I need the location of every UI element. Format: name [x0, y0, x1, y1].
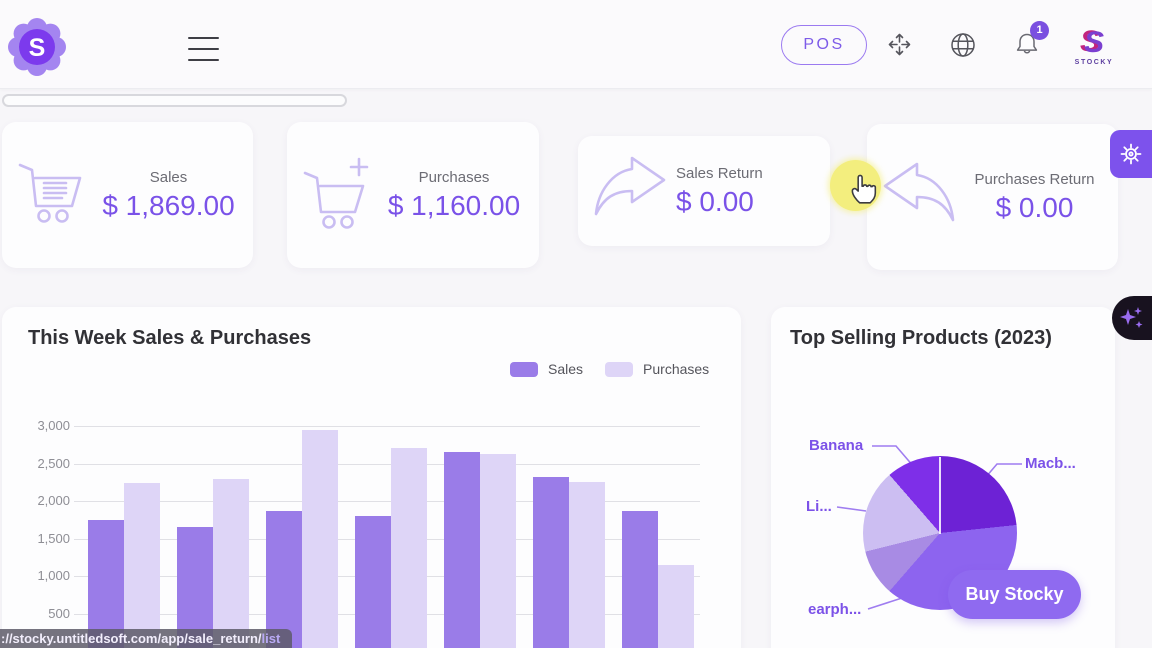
- pos-button[interactable]: POS: [781, 24, 867, 65]
- notifications-button[interactable]: 1: [995, 15, 1059, 75]
- bar-purchases-3: [391, 447, 427, 648]
- brand-logo[interactable]: S STOCKY: [1074, 25, 1114, 66]
- legend-swatch-sales: [510, 361, 538, 377]
- bar-purchases-2: [302, 429, 338, 648]
- top-selling-products-card: Top Selling Products (2023) Banana Macb.…: [771, 307, 1115, 648]
- stat-amount: $ 1,160.00: [387, 190, 521, 221]
- legend-label-purchases: Purchases: [643, 361, 710, 377]
- flower-logo-icon: S: [8, 18, 66, 76]
- legend-label-sales: Sales: [548, 361, 584, 377]
- bar-sales-1: [177, 527, 213, 648]
- bar-sales-4: [444, 452, 480, 648]
- y-axis-tick: 2,500: [37, 455, 70, 471]
- hamburger-menu-button[interactable]: [188, 37, 219, 61]
- gridline: [74, 501, 700, 502]
- stat-label: Purchases Return: [974, 171, 1095, 188]
- y-axis-tick: 2,000: [37, 493, 70, 508]
- bar-purchases-6: [658, 564, 694, 648]
- stat-amount: $ 0.00: [676, 186, 754, 217]
- app-logo[interactable]: S: [8, 18, 66, 76]
- brand-s-icon: S: [1083, 25, 1104, 59]
- stat-label: Sales: [149, 169, 188, 186]
- stat-card-purchases: Purchases $ 1,160.00: [287, 122, 539, 268]
- link-preview-status-bar: ://stocky.untitledsoft.com/app/sale_retu…: [0, 629, 292, 648]
- header-actions: POS: [781, 0, 1129, 89]
- pie-slice-separator: [939, 457, 941, 534]
- y-axis-tick: 500: [48, 605, 70, 621]
- ai-assistant-fab-button[interactable]: [1112, 296, 1152, 340]
- cart-list-icon: [17, 155, 91, 235]
- pie-label-earphones: earph...: [808, 601, 862, 618]
- gridline: [74, 463, 700, 465]
- chart-title: This Week Sales & Purchases: [28, 327, 312, 349]
- bar-sales-0: [88, 519, 124, 648]
- sparkles-icon: [1120, 307, 1143, 328]
- arrow-right-icon: [592, 152, 668, 230]
- globe-icon: [951, 32, 975, 57]
- stat-label: Purchases: [418, 169, 490, 186]
- svg-text:S: S: [29, 34, 46, 62]
- app-header: S POS: [0, 0, 1152, 89]
- weekly-sales-purchases-card: This Week Sales & Purchases Sales Purcha…: [2, 307, 741, 648]
- hand-cursor-icon: [847, 170, 881, 211]
- pie-label-banana: Banana: [809, 437, 864, 454]
- y-axis-tick: 3,000: [37, 418, 70, 433]
- gear-icon: [1120, 143, 1142, 165]
- bar-purchases-4: [480, 453, 516, 648]
- bar-sales-2: [266, 510, 302, 648]
- bar-purchases-0: [124, 483, 160, 648]
- bar-purchases-1: [213, 478, 249, 648]
- y-axis-tick: 1,000: [37, 568, 70, 583]
- stat-amount: $ 1,869.00: [102, 190, 235, 221]
- bar-sales-3: [355, 516, 391, 648]
- pie-label-macbook: Macb...: [1025, 455, 1076, 472]
- language-globe-button[interactable]: [931, 15, 995, 75]
- stat-label: Sales Return: [676, 165, 763, 182]
- pie-title: Top Selling Products (2023): [790, 327, 1052, 349]
- bar-chart-plot: 3,000 2,500 2,000 1,500 1,000 500: [2, 307, 741, 648]
- stat-card-purchases-return: Purchases Return $ 0.00: [867, 124, 1118, 270]
- settings-fab-button[interactable]: [1110, 130, 1152, 178]
- cart-plus-icon: [302, 155, 376, 235]
- arrow-left-icon: [881, 158, 957, 236]
- bar-purchases-5: [569, 481, 605, 648]
- stat-card-sales: Sales $ 1,869.00: [2, 122, 253, 268]
- bar-sales-5: [533, 477, 569, 648]
- notification-badge: 1: [1030, 20, 1049, 40]
- chart-legend: Sales Purchases: [510, 361, 721, 377]
- gridline: [74, 426, 700, 427]
- fullscreen-move-button[interactable]: [867, 15, 931, 75]
- pie-label-li: Li...: [806, 498, 832, 515]
- bar-sales-6: [622, 510, 658, 648]
- stat-amount: $ 0.00: [995, 192, 1074, 223]
- scrolled-filter-bar: [2, 94, 347, 107]
- move-arrows-icon: [888, 33, 910, 56]
- buy-stocky-button[interactable]: Buy Stocky: [948, 570, 1081, 619]
- legend-swatch-purchases: [605, 361, 634, 377]
- y-axis-tick: 1,500: [37, 530, 70, 546]
- stat-card-sales-return: Sales Return $ 0.00: [578, 136, 830, 246]
